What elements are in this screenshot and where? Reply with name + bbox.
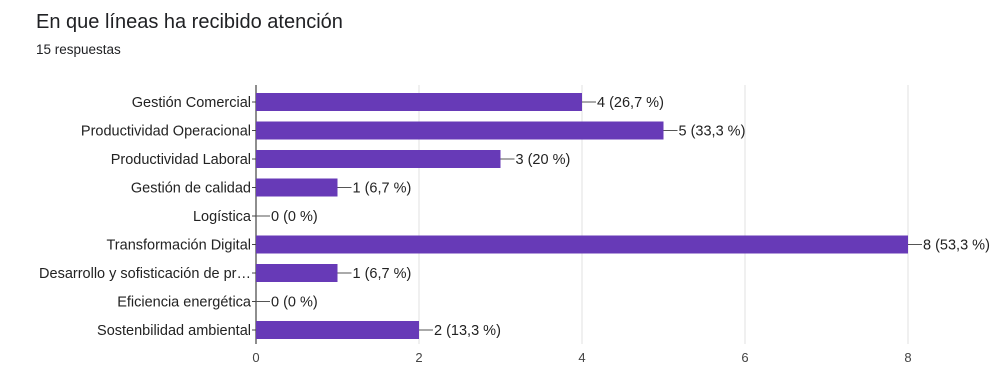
x-tick-label: 8 (904, 350, 911, 365)
x-tick-label: 2 (415, 350, 422, 365)
category-label: Productividad Operacional (81, 124, 251, 140)
bar (256, 93, 582, 111)
category-label: Gestión Comercial (132, 95, 251, 111)
value-label: 3 (20 %) (516, 152, 571, 168)
category-label: Sostenbilidad ambiental (97, 323, 251, 339)
x-tick-label: 0 (252, 350, 259, 365)
value-label: 5 (33,3 %) (679, 124, 746, 140)
value-label: 8 (53,3 %) (923, 238, 990, 254)
value-label: 4 (26,7 %) (597, 95, 664, 111)
labels: 0 2 4 6 8 Gestión Comercial 4 (26,7 %) Producti… (39, 95, 990, 365)
value-label: 2 (13,3 %) (434, 323, 501, 339)
x-tick-label: 6 (741, 350, 748, 365)
response-count: 15 respuestas (36, 42, 121, 57)
value-label: 1 (6,7 %) (353, 266, 412, 282)
x-tick-label: 4 (578, 350, 585, 365)
chart-title: En que líneas ha recibido atención (36, 11, 343, 33)
bar (256, 264, 338, 282)
category-label: Logística (193, 209, 252, 225)
bar (256, 235, 908, 254)
category-label: Productividad Laboral (111, 152, 251, 168)
bar (256, 321, 419, 339)
bar (256, 178, 338, 197)
value-label: 0 (0 %) (271, 209, 318, 225)
value-label: 0 (0 %) (271, 295, 318, 311)
category-label: Gestión de calidad (131, 181, 251, 197)
bar (256, 121, 664, 140)
category-label: Eficiencia energética (117, 295, 252, 311)
value-label: 1 (6,7 %) (353, 181, 412, 197)
bar (256, 150, 501, 168)
category-label: Desarrollo y sofisticación de pr… (39, 266, 251, 282)
bars (256, 93, 908, 339)
category-label: Transformación Digital (106, 238, 251, 254)
